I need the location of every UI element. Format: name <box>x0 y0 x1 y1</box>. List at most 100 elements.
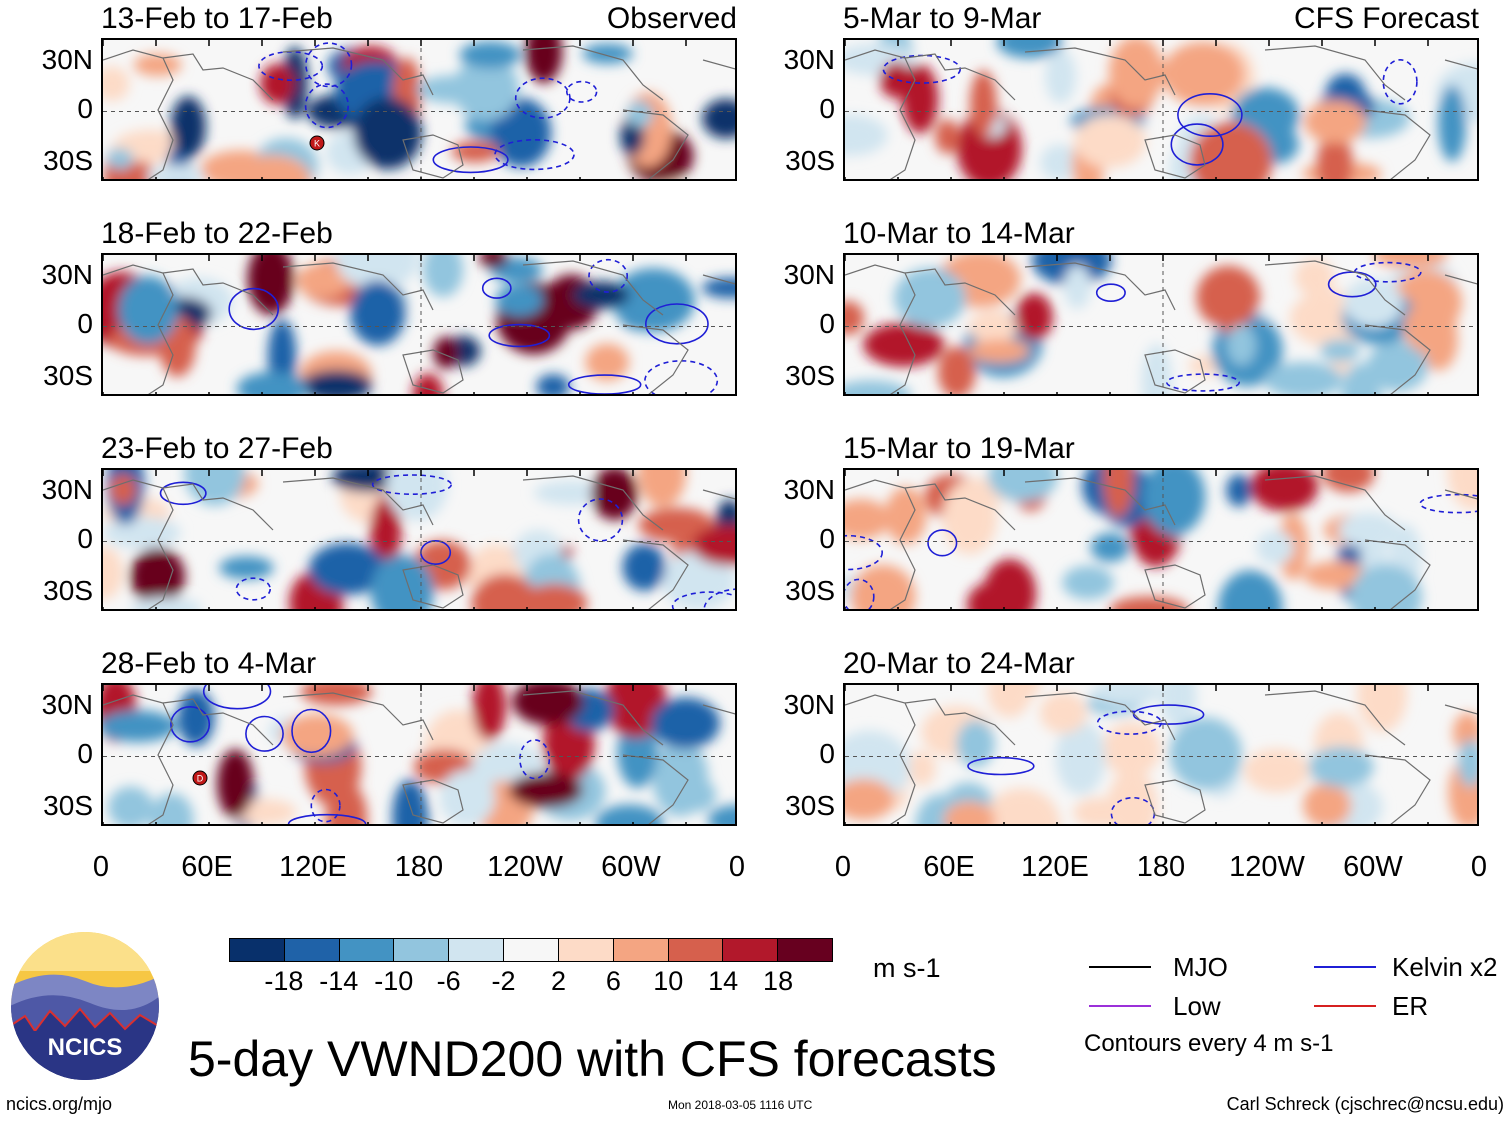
anomaly-blob <box>1226 324 1256 366</box>
kelvin-contour <box>481 277 512 299</box>
anomaly-blob <box>1218 570 1283 609</box>
map-panel <box>843 683 1479 826</box>
anomaly-blob <box>392 779 428 824</box>
anomaly-blob <box>184 470 246 506</box>
anomaly-blob <box>1109 596 1189 609</box>
anomaly-blob <box>701 277 735 299</box>
coastline <box>622 539 689 609</box>
page-title: 5-day VWND200 with CFS forecasts <box>188 1031 997 1087</box>
coastline <box>702 274 735 285</box>
coastline <box>1024 262 1176 311</box>
anomaly-blob <box>1091 685 1162 706</box>
coastline <box>402 779 464 824</box>
kelvin-contour <box>514 77 571 119</box>
kelvin-contour <box>1095 283 1126 303</box>
kelvin-contour <box>1419 493 1477 514</box>
coastline <box>1024 47 1176 96</box>
anomaly-blob <box>422 255 464 297</box>
units-label: m s-1 <box>873 953 941 983</box>
kelvin-contour <box>1327 271 1377 298</box>
coastline <box>904 483 1016 531</box>
timestamp: Mon 2018-03-05 1116 UTC <box>668 1098 813 1112</box>
anomaly-blob <box>325 782 368 824</box>
coastline <box>702 704 735 715</box>
colorbar-swatch <box>668 939 724 961</box>
anomaly-blob <box>626 100 654 128</box>
lat-tick-label: 30N <box>41 259 93 290</box>
colorbar-tick-label: 6 <box>605 966 621 996</box>
coastline <box>904 268 1016 316</box>
kelvin-contour <box>159 481 207 506</box>
coastline <box>1444 274 1477 285</box>
panel-title: 28-Feb to 4-Mar <box>101 647 317 680</box>
coastline <box>402 134 464 179</box>
anomaly-blob <box>638 470 687 508</box>
anomaly-blob <box>969 309 1017 345</box>
anomaly-blob <box>1045 49 1077 104</box>
coastline <box>103 49 174 179</box>
coastline <box>845 694 916 824</box>
lat-tick-label: 30S <box>43 575 93 606</box>
anomaly-blob <box>845 778 895 820</box>
kelvin-contour <box>645 303 709 345</box>
lat-tick-label: 0 <box>819 308 835 339</box>
lon-tick-label: 120E <box>1021 851 1089 883</box>
lon-tick-label: 0 <box>728 851 746 883</box>
lon-tick-label: 120W <box>1229 851 1305 883</box>
coastline <box>103 694 174 824</box>
coastline <box>282 477 434 526</box>
panel-title: 20-Mar to 24-Mar <box>843 647 1075 680</box>
coastline <box>1264 45 1406 101</box>
lat-tick-label: 30S <box>43 145 93 176</box>
anomaly-blob <box>1062 565 1114 600</box>
anomaly-blob <box>1063 264 1091 309</box>
coastline <box>103 479 174 609</box>
coastline <box>622 324 689 394</box>
anomaly-blob <box>110 474 137 506</box>
anomaly-blob <box>943 801 996 824</box>
colorbar-swatch <box>613 939 669 961</box>
kelvin-contour <box>304 83 349 129</box>
anomaly-blob <box>260 63 294 105</box>
anomaly-blob <box>118 275 179 345</box>
anomaly-blob <box>1447 470 1477 510</box>
coastline <box>845 264 916 394</box>
lon-tick-label: 60E <box>181 851 233 883</box>
map-svg <box>103 470 735 609</box>
anomaly-blob <box>1217 281 1245 336</box>
anomaly-blob <box>236 371 308 394</box>
anomaly-blob <box>219 556 274 580</box>
kelvin-contour <box>927 529 958 557</box>
anomaly-blob <box>472 685 506 741</box>
legend-label-kelvin: Kelvin x2 <box>1392 952 1498 982</box>
coastline <box>622 109 689 179</box>
kelvin-contour <box>845 534 883 571</box>
anomaly-blob <box>296 263 350 299</box>
legend-label-er: ER <box>1392 991 1429 1021</box>
anomaly-blob <box>353 97 422 170</box>
panel-title: 18-Feb to 22-Feb <box>101 217 333 250</box>
coastline <box>162 268 274 316</box>
anomaly-blob <box>935 119 960 154</box>
coastline <box>1024 477 1176 526</box>
map-panel: D <box>101 683 737 826</box>
storm-marker <box>192 770 208 786</box>
anomaly-blob <box>1458 739 1477 788</box>
anomaly-blob <box>1074 114 1146 168</box>
colorbar-swatch <box>723 939 779 961</box>
anomaly-blob <box>1103 470 1134 518</box>
logo-text: NCICS <box>48 1034 123 1061</box>
anomaly-blob <box>416 75 488 104</box>
anomaly-blob <box>572 281 630 309</box>
colorbar-swatch <box>449 939 505 961</box>
panel-title: 5-Mar to 9-Mar <box>843 2 1042 35</box>
colorbar-swatch <box>230 939 285 961</box>
kelvin-contour <box>1165 373 1240 392</box>
coastline <box>845 479 916 609</box>
coastline <box>522 260 664 316</box>
anomaly-blob <box>1403 301 1457 354</box>
anomaly-blob <box>1343 278 1403 328</box>
legend-label-low: Low <box>1173 991 1221 1021</box>
legend-label-mjo: MJO <box>1173 952 1228 982</box>
anomaly-blob <box>1322 470 1375 493</box>
